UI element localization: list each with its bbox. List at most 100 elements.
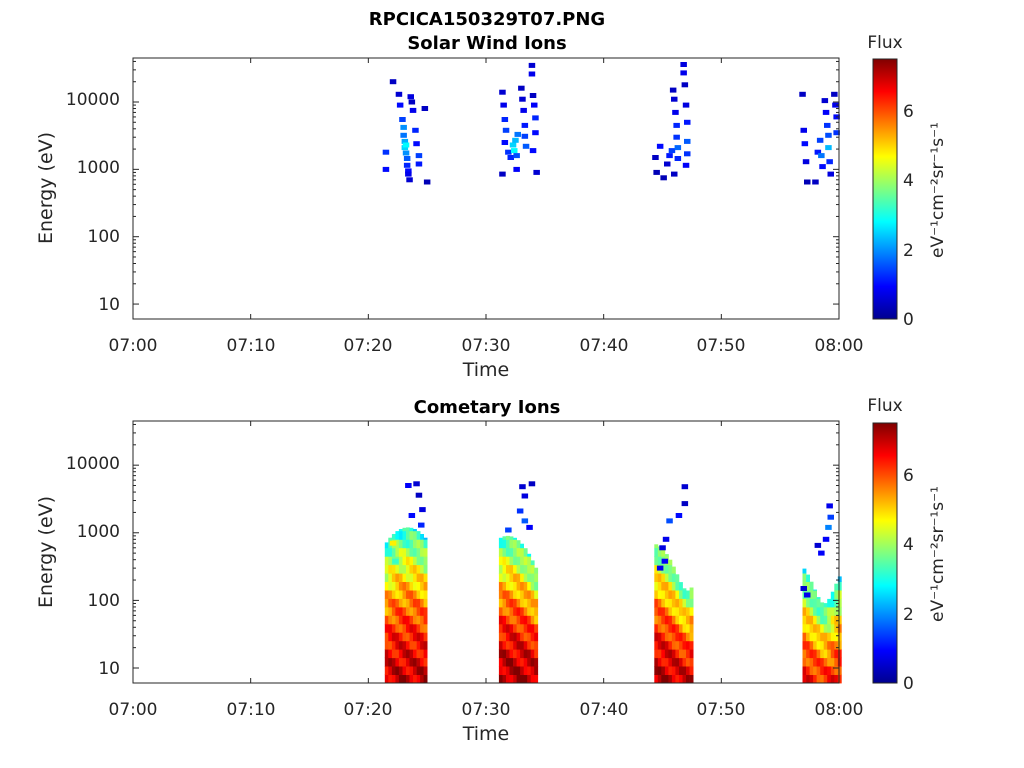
spectrogram-cell (661, 606, 666, 616)
spectrogram-cell (413, 564, 417, 574)
spectrogram-cell (664, 564, 669, 574)
spectrogram-cell (809, 615, 814, 625)
spectrogram-cell (513, 623, 517, 633)
spectrogram-cell (657, 666, 662, 675)
spectrogram-cell (806, 632, 810, 642)
spectrogram-cell (502, 623, 507, 633)
spectrogram-cell (679, 623, 683, 633)
spectrogram-cell (398, 606, 403, 616)
spectrogram-cell (812, 179, 819, 185)
spectrogram-cell (516, 657, 521, 667)
colorbar-tick: 6 (903, 102, 914, 122)
spectrogram-cell (802, 657, 807, 667)
spectrogram-cell (506, 590, 510, 599)
spectrogram-cell (398, 529, 403, 532)
spectrogram-cell (671, 598, 676, 608)
spectrogram-cell (675, 513, 683, 518)
x-tick-label: 07:40 (580, 336, 629, 356)
spectrogram-cell (423, 674, 428, 684)
spectrogram-cell (526, 524, 533, 530)
spectrogram-cell (814, 149, 822, 155)
spectrogram-cell (520, 623, 524, 633)
spectrogram-cell (668, 598, 673, 608)
spectrogram-cell (384, 542, 389, 549)
spectrogram-cell (423, 547, 428, 557)
colorbar-tick: 2 (903, 241, 914, 261)
spectrogram-cell (671, 623, 676, 633)
spectrogram-cell (830, 657, 835, 667)
spectrogram-cell (406, 632, 410, 642)
spectrogram-cell (682, 588, 687, 591)
spectrogram-cell (530, 623, 535, 633)
spectrogram-cell (516, 606, 521, 616)
spectrogram-cell (413, 141, 420, 147)
spectrogram-cell (533, 169, 540, 175)
spectrogram-cell (654, 581, 659, 591)
spectrogram-cell (668, 666, 673, 675)
spectrogram-cell (822, 109, 830, 115)
spectrogram-cell (388, 632, 393, 642)
spectrogram-cell (509, 556, 514, 566)
spectrogram-cell (498, 674, 503, 684)
spectrogram-cell (520, 632, 524, 642)
spectrogram-cell (398, 556, 403, 566)
spectrogram-cell (806, 606, 810, 616)
spectrogram-cell (664, 598, 669, 608)
spectrogram-cell (498, 598, 503, 608)
spectrogram-cell (823, 606, 828, 616)
spectrogram-cell (530, 590, 535, 599)
spectrogram-cell (416, 547, 421, 557)
spectrogram-cell (506, 649, 510, 659)
spectrogram-cell (391, 674, 396, 684)
spectrogram-cell (675, 598, 680, 608)
spectrogram-cell (528, 71, 536, 77)
spectrogram-cell (398, 564, 403, 574)
spectrogram-cell (689, 640, 694, 650)
spectrogram-cell (384, 547, 389, 557)
spectrogram-cell (654, 544, 659, 549)
spectrogram-cell (527, 556, 532, 566)
spectrogram-cell (532, 130, 539, 136)
x-tick-label: 08:00 (815, 700, 864, 720)
spectrogram-cell (498, 590, 503, 599)
spectrogram-cell (396, 102, 404, 108)
spectrogram-cell (654, 556, 659, 566)
spectrogram-cell (830, 615, 835, 625)
spectrogram-cell (388, 615, 393, 625)
spectrogram-cell (402, 547, 407, 557)
spectrogram-cell (654, 590, 659, 599)
spectrogram-cell (816, 649, 821, 659)
spectrogram-cell (520, 107, 527, 113)
spectrogram-cell (809, 598, 814, 608)
spectrogram-cell (513, 581, 517, 591)
spectrogram-cell (523, 556, 528, 566)
spectrogram-cell (827, 514, 834, 520)
spectrogram-cell (402, 573, 407, 582)
spectrogram-cell (813, 623, 817, 633)
spectrogram-cell (689, 632, 694, 642)
spectrogram-cell (657, 556, 662, 566)
spectrogram-cell (534, 615, 539, 625)
spectrogram-cell (402, 142, 410, 148)
spectrogram-cell (398, 632, 403, 642)
spectrogram-cell (534, 666, 539, 675)
spectrogram-cell (420, 556, 424, 566)
spectrogram-cell (668, 615, 673, 625)
spectrogram-cell (395, 606, 400, 616)
spectrogram-cell (391, 615, 396, 625)
spectrogram-cell (420, 666, 424, 675)
colorbar-title: Flux (867, 396, 902, 416)
spectrogram-cell (802, 606, 807, 616)
colorbar-units: eV⁻¹cm⁻²sr⁻¹s⁻¹ (928, 122, 948, 258)
spectrogram-cell (530, 581, 535, 591)
spectrogram-cell (506, 666, 510, 675)
colorbar-title: Flux (867, 33, 902, 53)
spectrogram-cell (402, 590, 407, 599)
spectrogram-cell (401, 145, 409, 151)
spectrogram-cell (398, 598, 403, 608)
spectrogram-cell (675, 649, 680, 659)
spectrogram-cell (528, 62, 536, 68)
spectrogram-cell (674, 156, 682, 161)
spectrogram-cell (520, 573, 524, 582)
spectrogram-cell (534, 606, 539, 616)
